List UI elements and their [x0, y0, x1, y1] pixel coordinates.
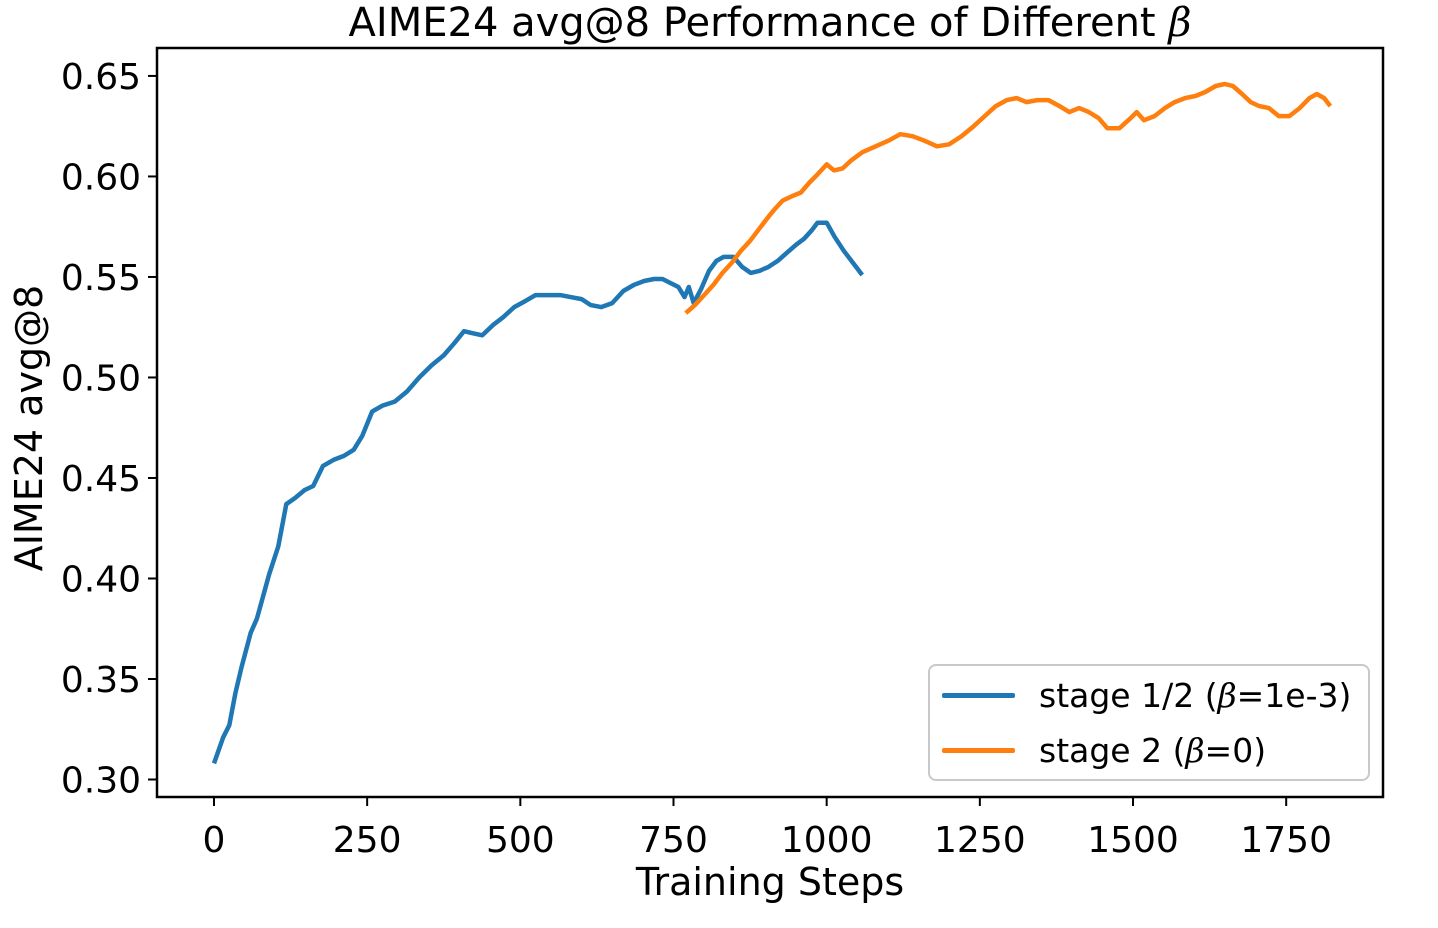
x-tick-label: 1500 — [1087, 820, 1179, 861]
y-axis-label: AIME24 avg@8 — [7, 284, 51, 572]
y-tick-label: 0.35 — [61, 660, 141, 701]
y-tick-label: 0.50 — [61, 358, 141, 399]
line-series-1 — [211, 220, 864, 765]
x-tick-label: 1000 — [781, 820, 873, 861]
x-tick-label: 1750 — [1240, 820, 1332, 861]
x-axis-label: Training Steps — [635, 860, 905, 904]
chart-title: AIME24 avg@8 Performance of Different β — [157, 0, 1383, 46]
beta-symbol: β — [1185, 730, 1205, 770]
x-tick-label: 0 — [203, 820, 226, 861]
legend-line-sample-blue — [942, 693, 1015, 698]
axes-frame — [155, 46, 1385, 799]
legend-label: stage 2 (β=0) — [1039, 730, 1267, 770]
x-tick-label: 750 — [639, 820, 708, 861]
beta-symbol: β — [1217, 675, 1237, 715]
x-tick-label: 250 — [333, 820, 402, 861]
y-tick-label: 0.30 — [61, 761, 141, 802]
y-tick-label: 0.65 — [61, 57, 141, 98]
chart-title-text: AIME24 avg@8 Performance of Different — [348, 0, 1169, 46]
y-tick-label: 0.45 — [61, 459, 141, 500]
y-tick-label: 0.40 — [61, 559, 141, 600]
legend-entry-stage2: stage 2 (β=0) — [942, 723, 1368, 778]
legend: stage 1/2 (β=1e-3) stage 2 (β=0) — [928, 664, 1370, 781]
x-tick-label: 1250 — [934, 820, 1026, 861]
legend-label: stage 1/2 (β=1e-3) — [1039, 675, 1352, 715]
y-tick-label: 0.60 — [61, 157, 141, 198]
chart-title-beta-symbol: β — [1168, 0, 1192, 46]
legend-entry-stage12: stage 1/2 (β=1e-3) — [942, 668, 1368, 723]
legend-line-sample-orange — [942, 748, 1015, 753]
x-tick-label: 500 — [486, 820, 555, 861]
y-tick-label: 0.55 — [61, 258, 141, 299]
line-series-2 — [684, 81, 1333, 315]
